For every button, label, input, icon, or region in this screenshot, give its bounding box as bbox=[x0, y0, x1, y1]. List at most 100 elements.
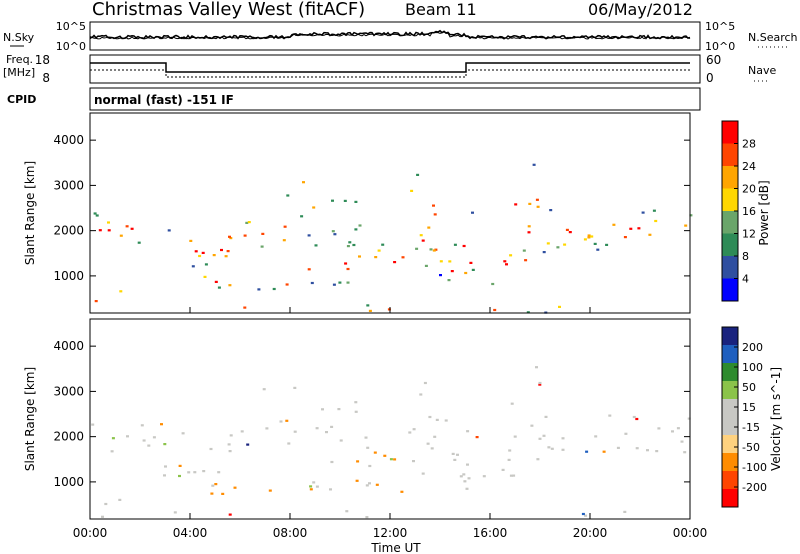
beam-label: Beam 11 bbox=[405, 0, 477, 19]
power-y-axis-title: Slant Range [km] bbox=[23, 161, 37, 265]
power-echo-cell bbox=[590, 235, 594, 238]
power-echo-cell bbox=[565, 228, 569, 231]
colorbar-cell bbox=[722, 453, 738, 471]
power-echo-cell bbox=[605, 243, 609, 246]
power-echo-cell bbox=[167, 229, 171, 232]
power-echo-cell bbox=[344, 262, 348, 265]
colorbar-tick-label: -15 bbox=[742, 421, 760, 434]
velocity-echo-cell bbox=[501, 468, 505, 471]
power-echo-cell bbox=[300, 215, 304, 218]
velocity-echo-cell bbox=[202, 470, 206, 473]
power-echo-cell bbox=[257, 288, 261, 291]
colorbar-cell bbox=[722, 121, 738, 144]
power-echo-cell bbox=[629, 227, 633, 230]
power-echo-cell bbox=[189, 239, 193, 242]
power-panel: 1000 2000 3000 4000 Slant Range [km] bbox=[23, 112, 693, 314]
power-echo-cell bbox=[98, 229, 102, 232]
velocity-echo-cell bbox=[211, 484, 215, 487]
power-echo-cell bbox=[95, 214, 99, 217]
power-echo-cell bbox=[421, 239, 425, 242]
velocity-echo-cell bbox=[412, 428, 416, 431]
power-echo-cell bbox=[524, 259, 528, 262]
colorbar-tick-label: 8 bbox=[742, 250, 749, 263]
velocity-echo-cell bbox=[354, 401, 358, 404]
power-echo-cell bbox=[282, 239, 286, 242]
power-echo-cell bbox=[471, 268, 475, 271]
nsky-tick-bottom: 10^0 bbox=[56, 40, 86, 53]
power-echo-cell bbox=[535, 198, 539, 201]
power-echo-cell bbox=[448, 260, 452, 263]
power-echo-cell bbox=[374, 256, 378, 259]
power-echo-cell bbox=[583, 238, 587, 241]
power-echo-cell bbox=[514, 203, 518, 206]
power-echo-cell bbox=[228, 235, 231, 238]
power-echo-cell bbox=[439, 260, 443, 263]
power-echo-cell bbox=[536, 205, 540, 208]
velocity-echo-cell bbox=[547, 446, 551, 449]
velocity-echo-cell bbox=[368, 464, 372, 468]
power-echo-cell bbox=[415, 247, 419, 250]
velocity-echo-cell bbox=[330, 460, 334, 464]
velocity-echo-cell bbox=[453, 458, 457, 461]
colorbar-cell bbox=[722, 166, 738, 189]
power-echo-cell bbox=[198, 254, 202, 258]
colorbar-tick-label: 200 bbox=[742, 341, 763, 354]
power-echo-cell bbox=[125, 225, 129, 228]
velocity-echo-cell bbox=[104, 502, 108, 506]
cpid-label: CPID bbox=[7, 93, 36, 106]
power-echo-cell bbox=[416, 173, 420, 176]
y-tick-label: 4000 bbox=[53, 133, 84, 147]
power-echo-cell bbox=[593, 242, 597, 245]
power-echo-cell bbox=[272, 287, 276, 291]
power-echo-cell bbox=[331, 230, 335, 233]
power-echo-cell bbox=[332, 283, 336, 286]
velocity-echo-cell bbox=[312, 481, 316, 484]
velocity-echo-cell bbox=[623, 510, 627, 513]
power-echo-cell bbox=[596, 248, 600, 251]
colorbar-tick-label: 28 bbox=[742, 138, 756, 151]
velocity-echo-cell bbox=[433, 435, 437, 438]
nave-tick-bottom: 0 bbox=[706, 71, 714, 85]
power-echo-cell bbox=[358, 255, 361, 258]
velocity-echo-cell bbox=[538, 383, 542, 386]
power-echo-cell bbox=[450, 270, 454, 273]
velocity-echo-cell bbox=[329, 488, 332, 491]
nave-label: Nave bbox=[748, 64, 776, 77]
power-echo-cell bbox=[433, 213, 437, 216]
x-tick-label: 00:00 bbox=[673, 526, 708, 540]
x-tick-label: 12:00 bbox=[373, 526, 408, 540]
power-echo-cell bbox=[94, 300, 98, 303]
velocity-echo-cell bbox=[354, 410, 358, 413]
power-echo-cell bbox=[377, 249, 381, 252]
power-echo-cell bbox=[214, 280, 218, 283]
colorbar-tick-label: 100 bbox=[742, 361, 763, 374]
velocity-echo-cell bbox=[676, 427, 680, 430]
power-echo-cell bbox=[224, 255, 228, 258]
velocity-echo-cell bbox=[602, 450, 606, 453]
power-plot-frame bbox=[89, 112, 691, 314]
velocity-echo-cell bbox=[364, 436, 368, 439]
power-echo-cell bbox=[648, 233, 652, 236]
power-echo-cell bbox=[191, 265, 195, 268]
power-echo-cell bbox=[491, 282, 495, 286]
power-echo-cell bbox=[689, 214, 693, 217]
velocity-echo-cell bbox=[393, 458, 397, 461]
nsky-tick-top: 10^5 bbox=[56, 20, 86, 33]
freq-label-1: Freq. bbox=[6, 53, 33, 66]
velocity-y-axis: 1000 2000 3000 4000 bbox=[53, 339, 690, 489]
velocity-colorbar-title: Velocity [m s^-1] bbox=[769, 367, 783, 471]
colorbar-cell bbox=[722, 233, 738, 256]
x-tick-label: 00:00 bbox=[73, 526, 108, 540]
power-echo-cell bbox=[243, 306, 247, 309]
velocity-echo-cell bbox=[164, 465, 167, 468]
power-echo-cell bbox=[654, 219, 658, 223]
power-echo-cell bbox=[368, 309, 372, 312]
colorbar-cell bbox=[722, 399, 738, 417]
velocity-echo-cell bbox=[421, 472, 425, 475]
power-echo-cell bbox=[563, 243, 567, 246]
velocity-echo-cell bbox=[118, 498, 122, 501]
velocity-echo-cell bbox=[173, 511, 177, 514]
velocity-echo-cell bbox=[285, 419, 289, 422]
velocity-echo-cell bbox=[142, 439, 146, 442]
nsearch-trace bbox=[89, 31, 691, 40]
